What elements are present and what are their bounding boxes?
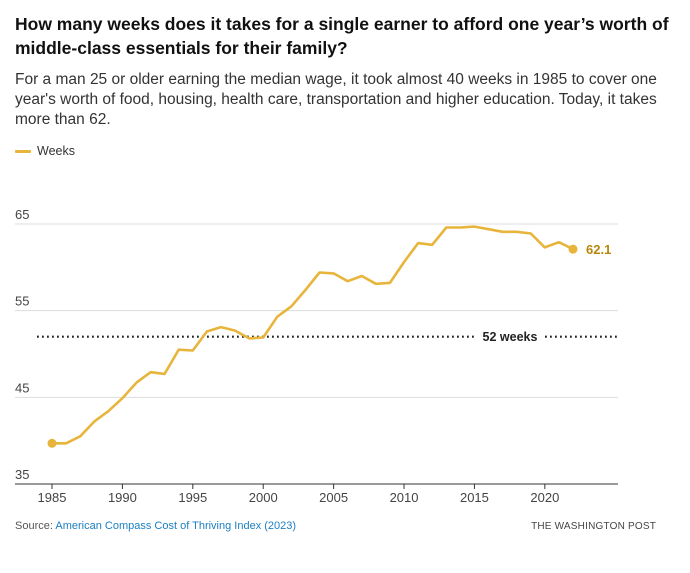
source-link[interactable]: American Compass Cost of Thriving Index … (55, 520, 297, 532)
x-tick-label: 2010 (390, 490, 419, 505)
x-tick-label: 2000 (249, 490, 278, 505)
x-tick-label: 2005 (319, 490, 348, 505)
legend-label: Weeks (37, 144, 75, 158)
x-tick-label: 2020 (530, 490, 559, 505)
x-tick-label: 1995 (178, 490, 207, 505)
source-label: Source: (15, 520, 53, 532)
y-tick-label: 55 (15, 294, 29, 309)
end-value-label: 62.1 (586, 242, 611, 257)
y-tick-label: 65 (15, 207, 29, 222)
x-tick-label: 1990 (108, 490, 137, 505)
end-point-marker (568, 244, 578, 254)
publisher-credit: THE WASHINGTON POST (531, 521, 656, 532)
x-tick-label: 1985 (38, 490, 67, 505)
source-note: Source: American Compass Cost of Thrivin… (15, 520, 296, 532)
chart-title: How many weeks does it takes for a singl… (15, 14, 669, 58)
x-tick-label: 2015 (460, 490, 489, 505)
legend: Weeks (15, 144, 75, 158)
weeks-series-line (50, 225, 575, 445)
chart-subtitle: For a man 25 or older earning the median… (15, 71, 657, 128)
start-point-marker (47, 438, 57, 448)
y-tick-label: 45 (15, 380, 29, 395)
y-tick-label: 35 (15, 467, 29, 482)
legend-line-swatch (15, 149, 31, 153)
reference-line-label: 52 weeks (483, 330, 538, 344)
